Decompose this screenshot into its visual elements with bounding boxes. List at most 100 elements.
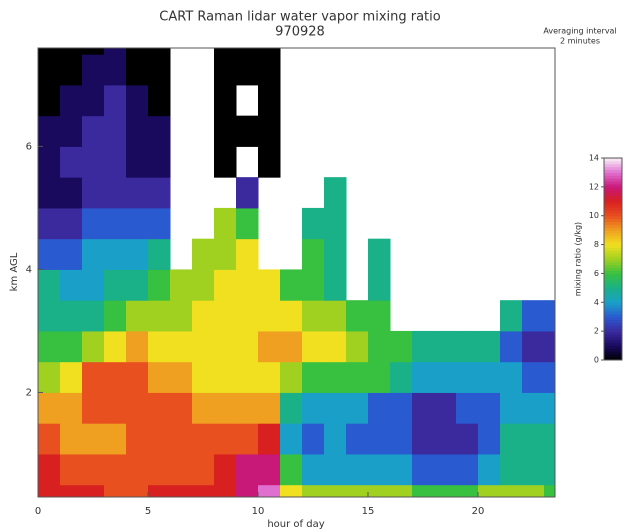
cell	[456, 392, 479, 423]
cell	[170, 423, 193, 454]
colorbar-swatch	[604, 181, 622, 184]
colorbar-label: mixing ratio (g/kg)	[574, 222, 583, 296]
cell	[60, 23, 83, 54]
cell	[170, 362, 193, 393]
cell	[170, 269, 193, 300]
cell	[390, 485, 413, 516]
cell	[522, 362, 545, 393]
colorbar-swatch	[604, 291, 622, 294]
x-axis-label: hour of day	[267, 519, 324, 530]
cell	[500, 300, 523, 331]
cell	[82, 454, 105, 485]
colorbar-swatch	[604, 276, 622, 279]
cell	[302, 392, 325, 423]
cell	[192, 239, 215, 270]
cell	[104, 454, 127, 485]
cell	[60, 177, 83, 208]
heatmap	[38, 23, 567, 516]
colorbar-tick-label: 4	[594, 298, 599, 307]
cell	[104, 300, 127, 331]
colorbar-swatch	[604, 340, 622, 343]
colorbar-swatch	[604, 198, 622, 201]
cell	[346, 300, 369, 331]
cell	[148, 362, 171, 393]
cell	[104, 485, 127, 516]
cell	[192, 485, 215, 516]
cell	[126, 454, 149, 485]
cell	[368, 423, 391, 454]
cell	[214, 423, 237, 454]
colorbar-swatch	[604, 322, 622, 325]
cell	[82, 269, 105, 300]
cell	[60, 208, 83, 239]
cell	[170, 300, 193, 331]
colorbar-swatch	[604, 227, 622, 230]
colorbar-swatch	[604, 178, 622, 181]
x-tick-label: 20	[472, 506, 485, 517]
cell	[434, 362, 457, 393]
colorbar-swatch	[604, 242, 622, 245]
cell	[170, 454, 193, 485]
cell	[280, 392, 303, 423]
colorbar-swatch	[604, 210, 622, 213]
cell	[60, 54, 83, 85]
cell	[236, 177, 259, 208]
cell	[500, 331, 523, 362]
x-tick-label: 5	[145, 506, 151, 517]
cell	[324, 177, 347, 208]
y-axis-label: km AGL	[9, 252, 20, 291]
cell	[82, 423, 105, 454]
cell	[456, 331, 479, 362]
cell	[280, 485, 303, 516]
cell	[280, 454, 303, 485]
cell	[236, 116, 259, 147]
cell	[280, 331, 303, 362]
cell	[302, 300, 325, 331]
cell	[456, 423, 479, 454]
colorbar-swatch	[604, 224, 622, 227]
cell	[104, 208, 127, 239]
cell	[60, 454, 83, 485]
colorbar-swatch	[604, 288, 622, 291]
cell	[368, 239, 391, 270]
cell	[214, 454, 237, 485]
cell	[38, 177, 61, 208]
cell	[60, 331, 83, 362]
cell	[214, 331, 237, 362]
colorbar-swatch	[604, 175, 622, 178]
colorbar-tick-label: 12	[589, 182, 599, 191]
cell	[38, 116, 61, 147]
cell	[126, 362, 149, 393]
colorbar-swatch	[604, 331, 622, 334]
colorbar-swatch	[604, 348, 622, 351]
cell	[324, 423, 347, 454]
cell	[346, 331, 369, 362]
cell	[104, 116, 127, 147]
chart: CART Raman lidar water vapor mixing rati…	[0, 0, 636, 532]
y-tick-label: 6	[26, 141, 32, 152]
cell	[38, 331, 61, 362]
cell	[324, 300, 347, 331]
cell	[368, 331, 391, 362]
cell	[38, 362, 61, 393]
cell	[38, 423, 61, 454]
x-tick-label: 15	[362, 506, 375, 517]
cell	[390, 331, 413, 362]
colorbar-swatch	[604, 221, 622, 224]
cell	[148, 208, 171, 239]
cell	[126, 85, 149, 116]
colorbar-swatch	[604, 328, 622, 331]
colorbar-swatch	[604, 201, 622, 204]
cell	[82, 177, 105, 208]
cell	[324, 239, 347, 270]
cell	[236, 423, 259, 454]
colorbar-swatch	[604, 245, 622, 248]
colorbar-swatch	[604, 311, 622, 314]
cell	[170, 485, 193, 516]
colorbar-swatch	[604, 351, 622, 354]
cell	[38, 300, 61, 331]
cell	[434, 423, 457, 454]
cell	[104, 423, 127, 454]
cell	[302, 269, 325, 300]
colorbar-swatch	[604, 167, 622, 170]
